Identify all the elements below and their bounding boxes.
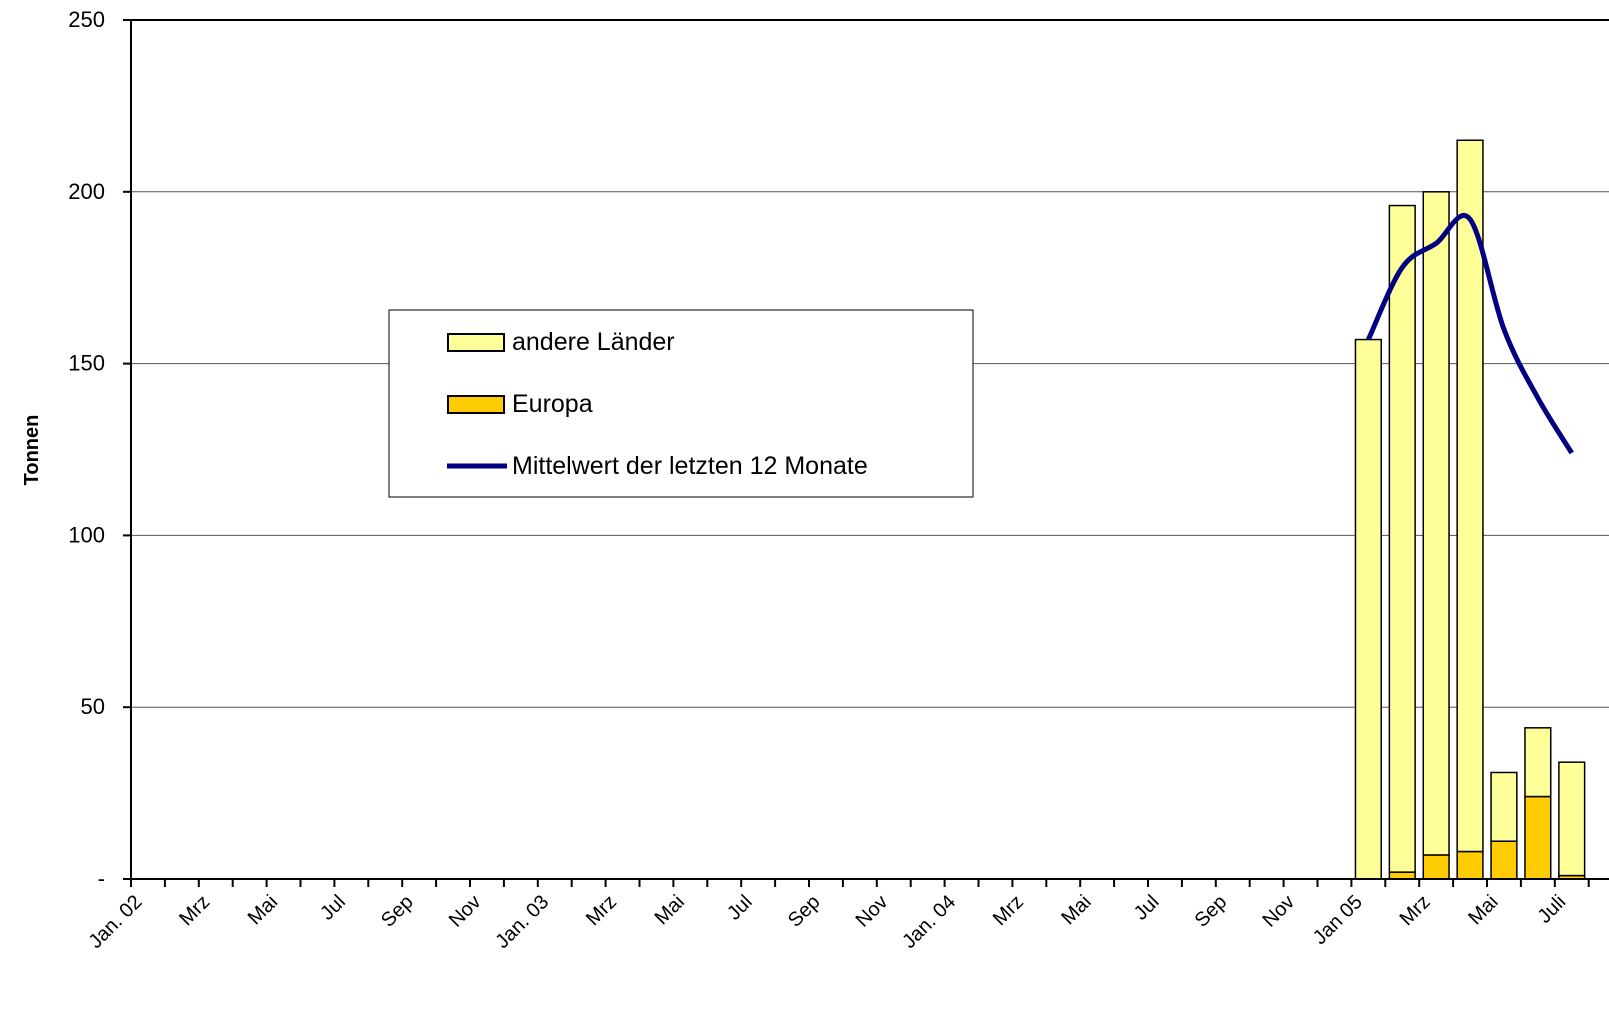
legend-label: Europa — [512, 390, 593, 418]
legend-swatch — [447, 395, 505, 414]
legend-label: Mittelwert der letzten 12 Monate — [512, 452, 868, 480]
x-tick-label: Jul — [1130, 891, 1164, 925]
bar — [1490, 771, 1518, 842]
x-tick-label: Mrz — [582, 891, 621, 930]
bar — [1388, 871, 1416, 880]
x-tick-label: Jan 05 — [1309, 891, 1367, 949]
x-tick-label: Mai — [1057, 891, 1095, 929]
x-tick-label: Jan. 04 — [898, 891, 960, 953]
bar — [1490, 840, 1518, 880]
bar — [1558, 761, 1586, 877]
bar — [1388, 204, 1416, 873]
bar — [1456, 139, 1484, 853]
legend-label: andere Länder — [512, 328, 675, 356]
x-tick-label: Mai — [244, 891, 282, 929]
x-tick-label: Jan. 02 — [85, 891, 147, 953]
y-axis-label: Tonnen — [21, 415, 43, 486]
y-tick-label: 150 — [68, 351, 105, 376]
bar — [1422, 854, 1450, 880]
bar — [1524, 727, 1552, 798]
y-tick-label: 100 — [68, 522, 105, 547]
x-tick-label: Sep — [1191, 891, 1232, 932]
bar — [1524, 795, 1552, 880]
x-tick-label: Nov — [1258, 891, 1299, 932]
y-tick-label: 250 — [68, 7, 105, 32]
y-tick-label: 200 — [68, 179, 105, 204]
x-tick-label: Nov — [445, 891, 486, 932]
x-tick-label: Sep — [377, 891, 418, 932]
x-tick-label: Mrz — [1396, 891, 1435, 930]
legend: andere Länder Europa Mittelwert der letzte… — [388, 309, 974, 498]
x-tick-label: Juli — [1534, 891, 1571, 928]
legend-swatch — [447, 333, 505, 352]
y-tick-label: - — [98, 866, 105, 891]
bar — [1354, 338, 1382, 880]
x-tick-label: Mai — [1464, 891, 1502, 929]
bar — [1422, 191, 1450, 856]
line — [1366, 213, 1574, 455]
y-tick-label: 50 — [81, 694, 105, 719]
x-tick-label: Mrz — [175, 891, 214, 930]
x-tick-label: Mrz — [989, 891, 1028, 930]
x-tick-label: Jul — [316, 891, 350, 925]
x-tick-label: Jul — [723, 891, 757, 925]
x-tick-label: Mai — [651, 891, 689, 929]
x-tick-label: Nov — [852, 891, 893, 932]
bar — [1456, 850, 1484, 880]
x-tick-label: Jan. 03 — [491, 891, 553, 953]
x-tick-label: Sep — [784, 891, 825, 932]
